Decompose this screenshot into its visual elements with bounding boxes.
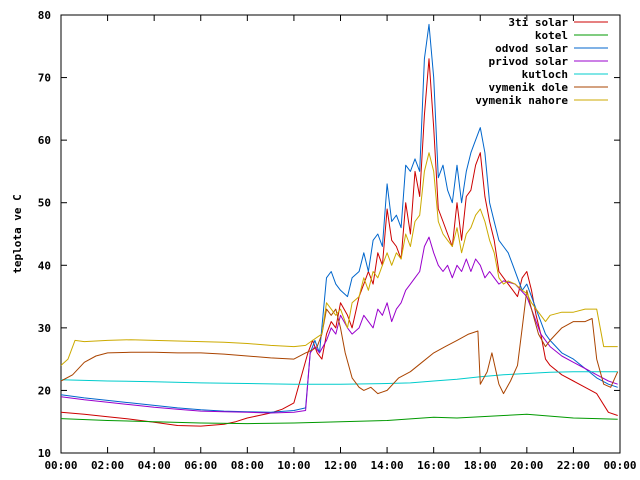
- y-tick-label: 40: [38, 259, 51, 272]
- axis-ticks: 10 20 30 40 50 60 70 80 00:00 02:00 04:00 06:00 08:0…: [38, 9, 637, 472]
- x-tick-label: 14:00: [371, 459, 404, 472]
- legend-label: 3ti solar: [508, 16, 568, 29]
- y-tick-label: 70: [38, 72, 51, 85]
- series-line-5: [60, 289, 619, 395]
- y-tick-label: 50: [38, 197, 51, 210]
- y-tick-label: 60: [38, 134, 51, 147]
- series-line-4: [60, 371, 618, 385]
- y-tick-label: 80: [38, 9, 51, 22]
- x-tick-label: 22:00: [557, 459, 590, 472]
- legend-label: kotel: [535, 29, 568, 42]
- x-tick-label: 12:00: [324, 459, 357, 472]
- x-tick-label: 00:00: [603, 459, 636, 472]
- series-line-6: [60, 152, 618, 366]
- y-axis-label: teplota ve C: [11, 194, 24, 273]
- y-tick-label: 20: [38, 384, 51, 397]
- x-tick-label: 08:00: [231, 459, 264, 472]
- series-line-0: [60, 58, 618, 427]
- legend-label: odvod solar: [495, 42, 568, 55]
- series-lines: [60, 23, 619, 427]
- x-tick-label: 00:00: [44, 459, 77, 472]
- x-tick-label: 20:00: [510, 459, 543, 472]
- y-tick-label: 10: [38, 447, 51, 460]
- legend-label: vymenik dole: [489, 81, 569, 94]
- series-line-1: [60, 413, 618, 425]
- x-tick-label: 10:00: [277, 459, 310, 472]
- x-tick-label: 04:00: [138, 459, 171, 472]
- series-line-3: [60, 236, 618, 414]
- x-tick-label: 06:00: [184, 459, 217, 472]
- x-tick-label: 16:00: [417, 459, 450, 472]
- legend-label: privod solar: [489, 55, 569, 68]
- y-tick-label: 30: [38, 322, 51, 335]
- legend-label: kutloch: [522, 68, 568, 81]
- legend-label: vymenik nahore: [475, 94, 568, 107]
- x-tick-label: 18:00: [464, 459, 497, 472]
- x-tick-label: 02:00: [91, 459, 124, 472]
